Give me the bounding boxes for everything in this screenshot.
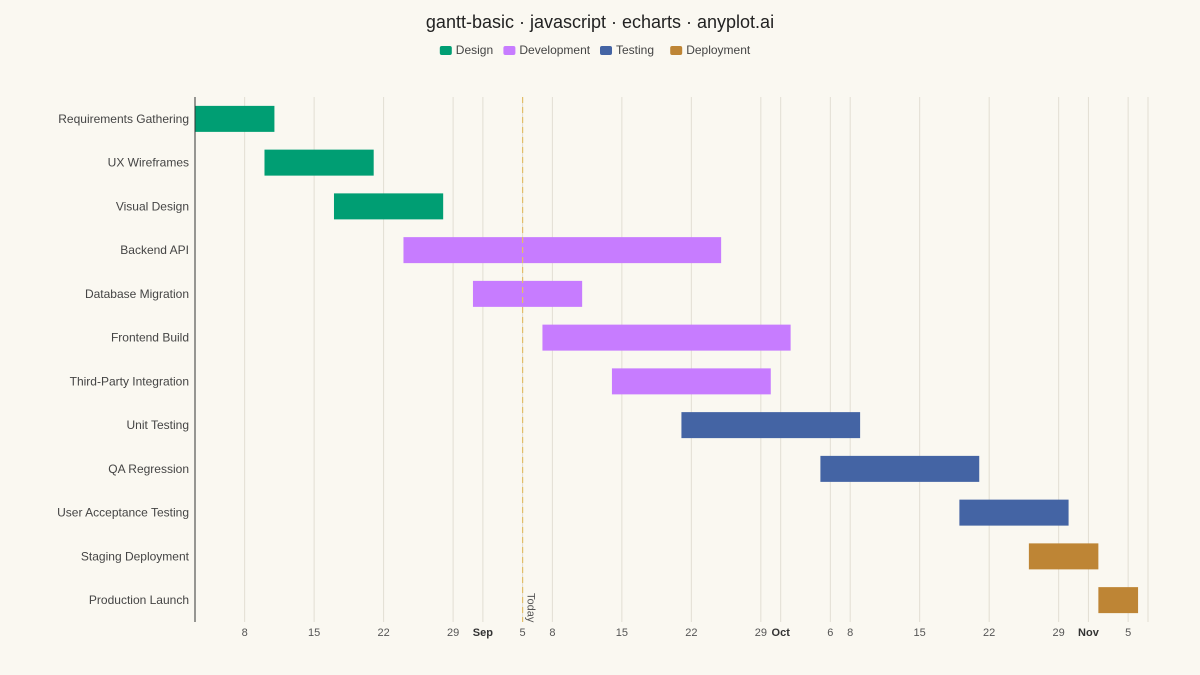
legend-swatch-testing: [600, 46, 612, 55]
bar-visual-design: [333, 193, 444, 220]
x-tick-label: Nov: [1078, 627, 1100, 639]
bar-unit-testing: [681, 412, 861, 439]
x-tick-label: 15: [308, 627, 320, 639]
x-tick-labels: 8 15 22 29 Sep 5 8 15 22 29 Oct 6 8 15 22 29 Nov 5: [242, 627, 1132, 639]
bar-qa-regression: [820, 455, 980, 482]
x-tick-label: Sep: [473, 627, 493, 639]
x-tick-label: 6: [827, 627, 833, 639]
x-tick-label: 15: [616, 627, 628, 639]
bar-ux-wireframes: [264, 149, 374, 176]
task-label-database-migration: Database Migration: [85, 287, 189, 301]
x-tick-label: 8: [549, 627, 555, 639]
x-tick-label: 8: [847, 627, 853, 639]
bar-production-launch: [1098, 587, 1139, 614]
task-label-ux-wireframes: UX Wireframes: [108, 156, 189, 170]
bar-frontend-build: [542, 324, 791, 351]
chart-title: gantt-basic · javascript · echarts · any…: [426, 12, 774, 32]
legend-label-design: Design: [456, 43, 493, 57]
task-label-third-party-integration: Third-Party Integration: [70, 374, 189, 388]
x-tick-label: 22: [983, 627, 995, 639]
task-label-backend-api: Backend API: [120, 243, 189, 257]
legend-swatch-deployment: [670, 46, 683, 55]
legend-label-testing: Testing: [616, 43, 654, 57]
x-tick-label: 15: [914, 627, 926, 639]
x-tick-label: 29: [1053, 627, 1065, 639]
bar-user-acceptance-testing: [959, 499, 1069, 526]
x-tick-label: 8: [242, 627, 248, 639]
task-label-requirements-gathering: Requirements Gathering: [58, 112, 189, 126]
task-label-frontend-build: Frontend Build: [111, 331, 189, 345]
x-tick-label: 5: [1125, 627, 1131, 639]
x-tick-label: Oct: [772, 627, 791, 639]
today-marker: Today: [521, 97, 537, 623]
bar-database-migration: [472, 280, 583, 307]
x-tick-label: 29: [755, 627, 767, 639]
task-label-user-acceptance-testing: User Acceptance Testing: [57, 506, 189, 520]
x-tick-label: 5: [520, 627, 526, 639]
bar-backend-api: [403, 237, 722, 264]
grid-lines: [244, 97, 1149, 622]
legend-label-development: Development: [519, 43, 590, 57]
today-label: Today: [525, 593, 537, 623]
bar-third-party-integration: [611, 368, 771, 395]
task-label-unit-testing: Unit Testing: [127, 418, 189, 432]
task-bars: [195, 105, 1139, 614]
legend-swatch-development: [503, 46, 516, 55]
x-tick-label: 22: [377, 627, 389, 639]
legend: Design Development Testing Deployment: [439, 43, 751, 57]
bar-requirements-gathering: [195, 105, 275, 132]
x-tick-label: 29: [447, 627, 459, 639]
task-label-staging-deployment: Staging Deployment: [81, 549, 190, 563]
task-label-visual-design: Visual Design: [116, 199, 189, 213]
task-labels: Requirements Gathering UX Wireframes Visua…: [57, 112, 190, 607]
bar-staging-deployment: [1028, 543, 1099, 570]
task-label-qa-regression: QA Regression: [108, 462, 189, 476]
task-label-production-launch: Production Launch: [89, 593, 189, 607]
legend-swatch-design: [439, 46, 452, 55]
legend-label-deployment: Deployment: [686, 43, 751, 57]
x-tick-label: 22: [685, 627, 697, 639]
